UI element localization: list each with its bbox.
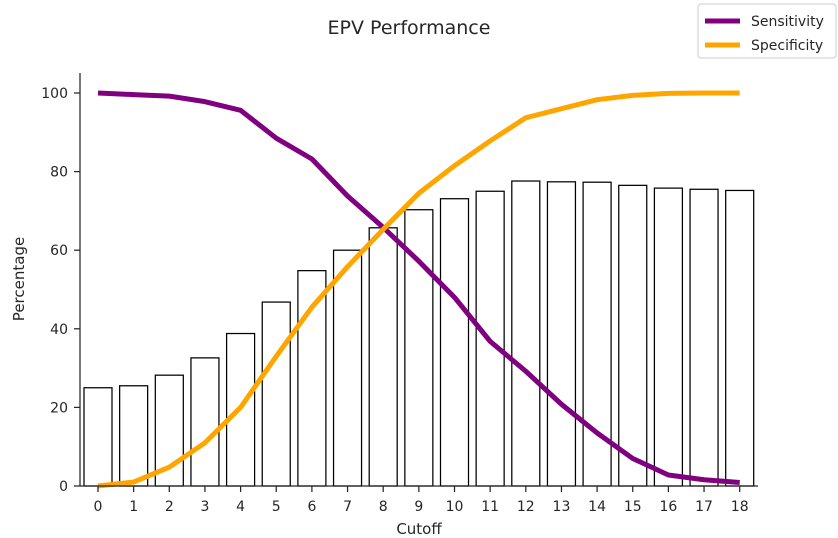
x-tick-label: 18 (731, 499, 749, 515)
x-ticks: 0 1 2 3 4 5 6 7 8 9 10 11 12 13 14 15 16 17 18 (94, 486, 749, 515)
bar-cutoff-0 (83, 387, 113, 487)
line-sensitivity (97, 90, 740, 485)
line-specificity (97, 90, 740, 489)
x-tick-label: 0 (94, 499, 103, 515)
x-tick-label: 17 (695, 499, 713, 515)
bar-cutoff-6 (297, 270, 327, 487)
y-tick-label: 80 (50, 165, 68, 181)
x-tick-label: 10 (446, 499, 464, 515)
y-tick-label: 60 (50, 243, 68, 259)
bar-cutoff-13 (546, 181, 577, 487)
x-tick-label: 6 (307, 499, 316, 515)
x-tick-label: 11 (481, 499, 499, 515)
x-tick-label: 7 (343, 499, 352, 515)
y-tick-label: 100 (41, 86, 68, 102)
y-tick-label: 0 (59, 479, 68, 495)
x-tick-label: 12 (517, 499, 535, 515)
lines-layer (97, 90, 740, 489)
bar-cutoff-16 (653, 187, 684, 487)
x-axis-title: Cutoff (396, 520, 442, 538)
bar-cutoff-8 (368, 227, 398, 487)
y-ticks: 0 20 40 60 80 100 (41, 86, 80, 495)
x-tick-label: 13 (553, 499, 571, 515)
x-tick-label: 2 (165, 499, 174, 515)
x-tick-label: 16 (659, 499, 677, 515)
x-tick-label: 14 (588, 499, 606, 515)
bar-cutoff-3 (190, 357, 220, 487)
y-tick-label: 20 (50, 400, 68, 416)
x-tick-label: 15 (624, 499, 642, 515)
x-tick-label: 9 (414, 499, 423, 515)
bar-cutoff-1 (119, 385, 149, 487)
bar-cutoff-10 (439, 198, 470, 487)
chart-title: EPV Performance (328, 17, 491, 39)
bar-cutoff-12 (511, 180, 541, 487)
bars-layer (83, 180, 755, 487)
x-tick-label: 3 (200, 499, 209, 515)
y-tick-label: 40 (50, 322, 68, 338)
bar-cutoff-18 (725, 189, 755, 487)
bar-cutoff-15 (618, 184, 648, 487)
legend-label-specificity: Specificity (751, 38, 823, 54)
legend-label-sensitivity: Sensitivity (751, 14, 824, 30)
legend: Sensitivity Specificity (697, 3, 837, 59)
bar-cutoff-17 (689, 188, 719, 487)
x-tick-label: 4 (236, 499, 245, 515)
x-tick-label: 5 (272, 499, 281, 515)
x-tick-label: 1 (129, 499, 138, 515)
bar-cutoff-5 (261, 301, 291, 487)
bar-cutoff-7 (332, 249, 363, 487)
x-tick-label: 8 (379, 499, 388, 515)
y-axis-title: Percentage (10, 237, 28, 321)
